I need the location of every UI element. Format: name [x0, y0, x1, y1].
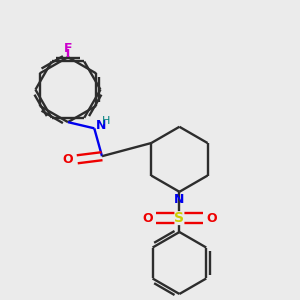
Text: O: O [142, 212, 153, 225]
Text: H: H [102, 116, 110, 126]
Text: N: N [174, 193, 184, 206]
Text: S: S [174, 211, 184, 225]
Text: N: N [96, 119, 106, 132]
Text: O: O [63, 153, 73, 166]
Text: O: O [206, 212, 217, 225]
Text: F: F [64, 42, 72, 55]
